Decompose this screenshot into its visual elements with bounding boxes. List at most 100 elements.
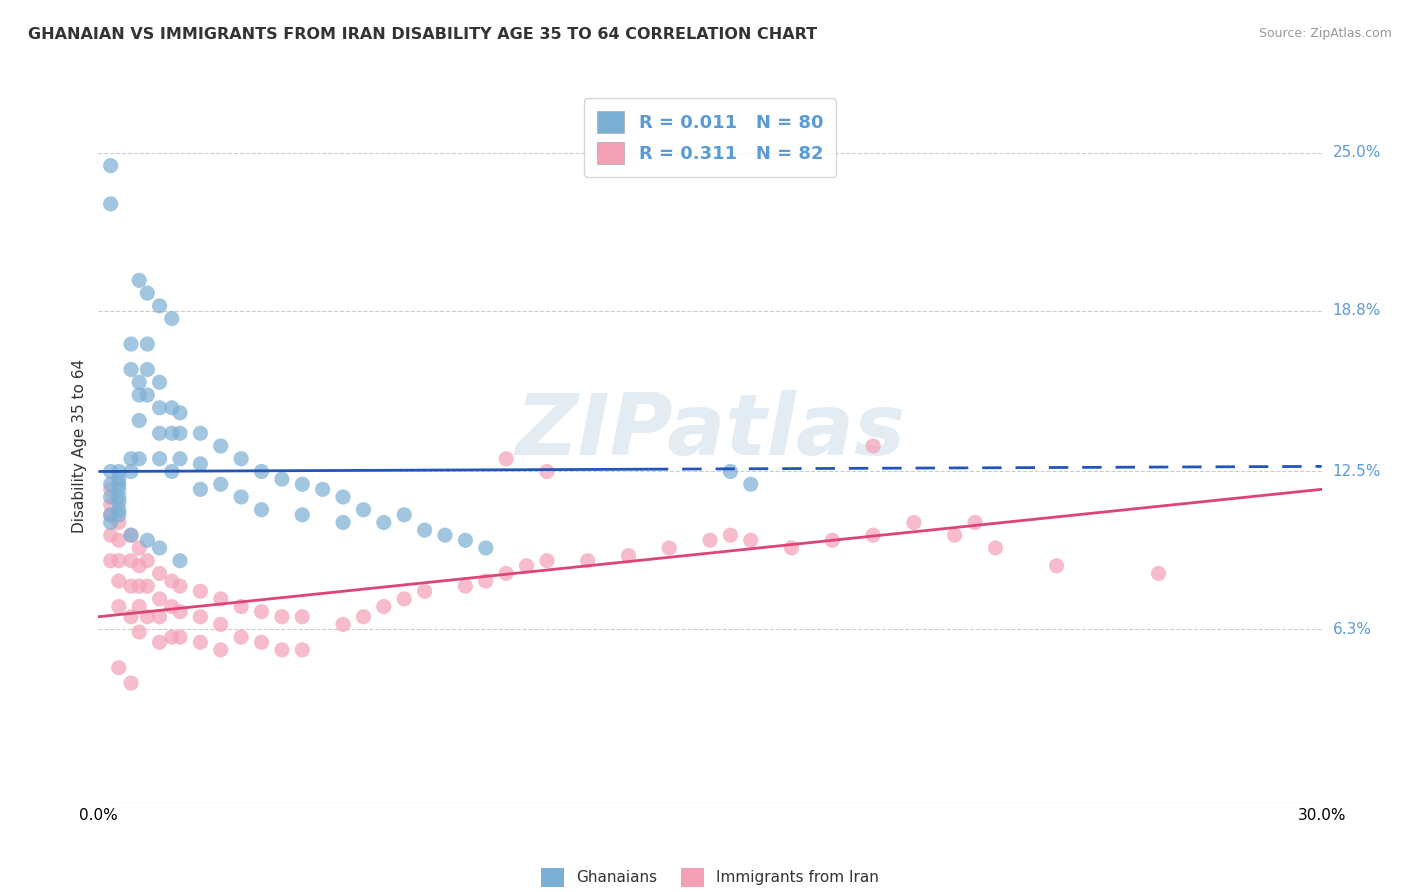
- Point: [149, 299, 172, 313]
- Point: [821, 533, 844, 548]
- Point: [108, 465, 131, 479]
- Point: [100, 516, 122, 530]
- Point: [136, 533, 159, 548]
- Point: [128, 376, 150, 390]
- Point: [536, 554, 558, 568]
- Text: ZIPatlas: ZIPatlas: [515, 390, 905, 474]
- Point: [100, 197, 122, 211]
- Point: [120, 609, 142, 624]
- Point: [209, 617, 232, 632]
- Point: [120, 579, 142, 593]
- Point: [149, 451, 172, 466]
- Point: [149, 609, 172, 624]
- Point: [1147, 566, 1170, 581]
- Point: [160, 574, 183, 588]
- Point: [291, 609, 314, 624]
- Point: [454, 579, 477, 593]
- Point: [413, 523, 436, 537]
- Legend: Ghanaians, Immigrants from Iran: Ghanaians, Immigrants from Iran: [534, 861, 886, 892]
- Text: GHANAIAN VS IMMIGRANTS FROM IRAN DISABILITY AGE 35 TO 64 CORRELATION CHART: GHANAIAN VS IMMIGRANTS FROM IRAN DISABIL…: [28, 27, 817, 42]
- Point: [100, 508, 122, 522]
- Point: [128, 451, 150, 466]
- Point: [136, 609, 159, 624]
- Point: [718, 465, 742, 479]
- Point: [699, 533, 721, 548]
- Point: [100, 528, 122, 542]
- Point: [862, 528, 884, 542]
- Point: [312, 483, 335, 497]
- Point: [108, 599, 131, 614]
- Point: [862, 439, 884, 453]
- Point: [231, 451, 253, 466]
- Point: [149, 591, 172, 606]
- Point: [209, 643, 232, 657]
- Point: [108, 495, 131, 509]
- Point: [108, 483, 131, 497]
- Point: [188, 584, 212, 599]
- Point: [108, 574, 131, 588]
- Point: [373, 599, 395, 614]
- Point: [169, 451, 191, 466]
- Point: [188, 483, 212, 497]
- Point: [120, 528, 142, 542]
- Point: [120, 676, 142, 690]
- Point: [250, 502, 273, 516]
- Point: [474, 574, 498, 588]
- Point: [108, 508, 131, 522]
- Point: [332, 516, 354, 530]
- Point: [984, 541, 1007, 555]
- Point: [352, 502, 374, 516]
- Point: [270, 472, 294, 486]
- Point: [108, 516, 131, 530]
- Point: [352, 609, 374, 624]
- Point: [120, 465, 142, 479]
- Point: [136, 337, 159, 351]
- Point: [270, 609, 294, 624]
- Point: [108, 472, 131, 486]
- Point: [100, 498, 122, 512]
- Point: [718, 528, 742, 542]
- Point: [169, 579, 191, 593]
- Point: [250, 605, 273, 619]
- Point: [188, 609, 212, 624]
- Point: [169, 605, 191, 619]
- Point: [270, 643, 294, 657]
- Point: [108, 554, 131, 568]
- Point: [149, 566, 172, 581]
- Point: [149, 401, 172, 415]
- Point: [108, 661, 131, 675]
- Point: [617, 549, 640, 563]
- Point: [250, 635, 273, 649]
- Point: [1045, 558, 1069, 573]
- Point: [495, 451, 517, 466]
- Point: [120, 554, 142, 568]
- Point: [100, 477, 122, 491]
- Point: [209, 439, 232, 453]
- Point: [413, 584, 436, 599]
- Text: Source: ZipAtlas.com: Source: ZipAtlas.com: [1258, 27, 1392, 40]
- Point: [231, 490, 253, 504]
- Point: [128, 579, 150, 593]
- Point: [160, 630, 183, 644]
- Text: 18.8%: 18.8%: [1333, 303, 1381, 318]
- Point: [160, 311, 183, 326]
- Point: [136, 579, 159, 593]
- Point: [291, 477, 314, 491]
- Point: [332, 490, 354, 504]
- Point: [576, 554, 599, 568]
- Point: [392, 591, 416, 606]
- Point: [169, 630, 191, 644]
- Point: [128, 599, 150, 614]
- Point: [149, 426, 172, 441]
- Point: [169, 426, 191, 441]
- Point: [169, 554, 191, 568]
- Point: [658, 541, 681, 555]
- Point: [149, 635, 172, 649]
- Point: [128, 541, 150, 555]
- Point: [169, 406, 191, 420]
- Point: [160, 426, 183, 441]
- Point: [231, 599, 253, 614]
- Point: [231, 630, 253, 644]
- Point: [100, 508, 122, 522]
- Point: [740, 533, 762, 548]
